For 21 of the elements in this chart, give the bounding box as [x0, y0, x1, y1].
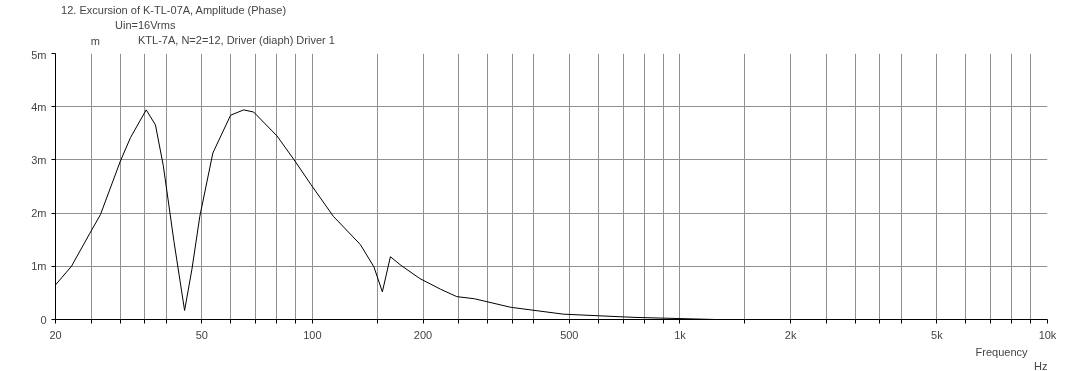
text: KTL-7A, N=2=12, Driver (diaph) Driver 1 [138, 34, 335, 46]
y-tick-label: 4m [31, 100, 47, 113]
x-tick-label: 20 [49, 328, 62, 341]
x-tick-label: 5k [931, 328, 944, 341]
chart-title: 12. Excursion of K-TL-07A, Amplitude (Phase) [61, 3, 287, 16]
y-tick-label: 1m [31, 260, 47, 273]
x-tick-label: 1k [674, 328, 687, 341]
text: Hz [1034, 359, 1048, 371]
x-tick-label: 500 [560, 328, 579, 341]
x-axis-title: Frequency [975, 345, 1028, 358]
y-axis-title: m [90, 34, 100, 47]
chart-subtitle: Uin=16Vrms [115, 18, 176, 31]
x-tick-label: 2k [784, 328, 797, 341]
y-tick-label: 3m [31, 153, 47, 166]
x-tick-label: 50 [195, 328, 208, 341]
x-tick-label: 200 [413, 328, 433, 341]
y-tick-label: 2m [31, 207, 47, 220]
y-tick-label: 0 [40, 313, 47, 326]
x-tick-label: 10k [1038, 328, 1057, 341]
y-tick-label: 5m [31, 48, 47, 61]
x-tick-label: 100 [303, 328, 322, 341]
